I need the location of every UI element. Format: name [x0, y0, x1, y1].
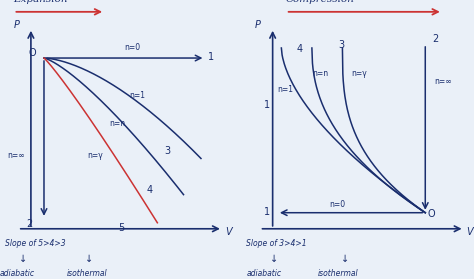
Text: isothermal: isothermal	[318, 269, 358, 278]
Text: 2: 2	[432, 34, 438, 44]
Text: Expansion: Expansion	[13, 0, 68, 4]
Text: Slope of 5>4>3: Slope of 5>4>3	[5, 239, 65, 247]
Text: 3: 3	[164, 146, 170, 157]
Text: 4: 4	[146, 185, 153, 195]
Text: n=∞: n=∞	[434, 77, 452, 86]
Text: n=1: n=1	[277, 85, 293, 94]
Text: 5: 5	[118, 223, 124, 233]
Text: 1: 1	[264, 207, 270, 217]
Text: n=n: n=n	[109, 119, 126, 128]
Text: 3: 3	[338, 40, 344, 50]
Text: isothermal: isothermal	[66, 269, 107, 278]
Text: ↓: ↓	[270, 254, 278, 264]
Text: 2: 2	[27, 219, 33, 229]
Text: ↓: ↓	[19, 254, 27, 264]
Text: adiabatic: adiabatic	[0, 269, 35, 278]
Text: P: P	[13, 20, 19, 30]
Text: n=1: n=1	[129, 91, 145, 100]
Text: ↓: ↓	[85, 254, 93, 264]
Text: ↓: ↓	[341, 254, 349, 264]
Text: O: O	[29, 48, 36, 58]
Text: Compression: Compression	[286, 0, 355, 4]
Text: 4: 4	[297, 44, 303, 54]
Text: n=0: n=0	[329, 200, 346, 209]
Text: P: P	[255, 20, 261, 30]
Text: V: V	[225, 227, 232, 237]
Text: adiabatic: adiabatic	[246, 269, 282, 278]
Text: 1: 1	[264, 100, 270, 110]
Text: V: V	[467, 227, 474, 237]
Text: n=0: n=0	[125, 43, 141, 52]
Text: 1: 1	[208, 52, 214, 62]
Text: O: O	[428, 209, 435, 219]
Text: n=n: n=n	[312, 69, 328, 78]
Text: n=γ: n=γ	[351, 69, 367, 78]
Text: n=γ: n=γ	[88, 151, 103, 160]
Text: Slope of 3>4>1: Slope of 3>4>1	[246, 239, 307, 247]
Text: n=∞: n=∞	[7, 151, 25, 160]
